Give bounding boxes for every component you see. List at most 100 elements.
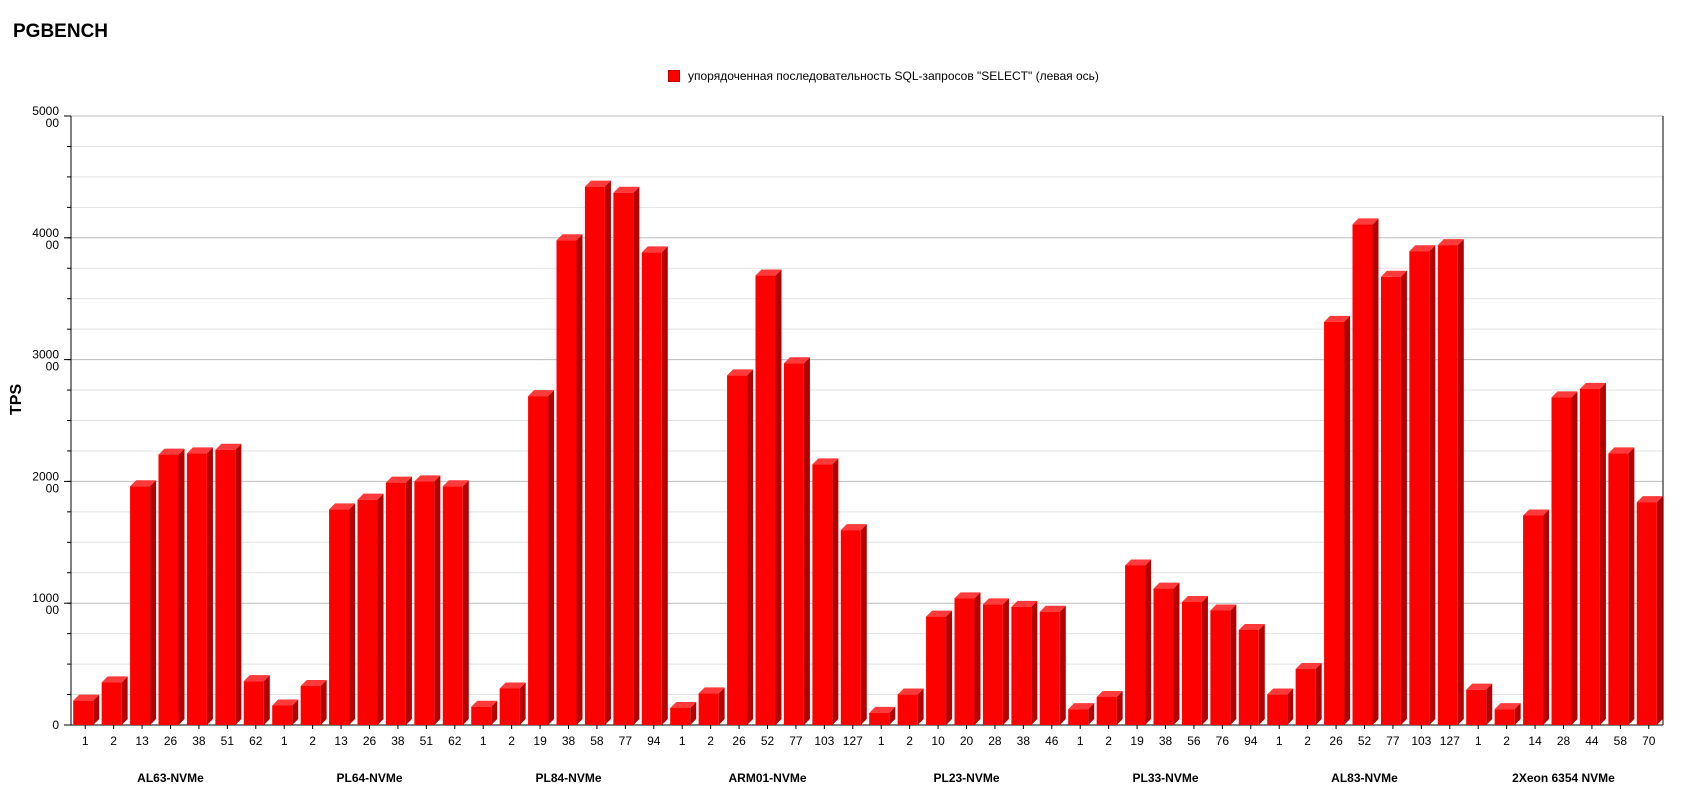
bar bbox=[101, 682, 122, 725]
x-tick-label: 2 bbox=[508, 734, 515, 748]
bar-side bbox=[974, 592, 981, 725]
x-tick-label: 76 bbox=[1216, 734, 1230, 748]
bar-top bbox=[840, 524, 867, 531]
group-label: PL33-NVMe bbox=[1132, 771, 1198, 785]
bar-side bbox=[377, 493, 384, 725]
x-tick-label: 127 bbox=[1440, 734, 1460, 748]
bar bbox=[528, 396, 549, 725]
x-tick-label: 51 bbox=[221, 734, 235, 748]
x-tick-label: 26 bbox=[363, 734, 377, 748]
bar-side bbox=[633, 186, 640, 725]
y-tick-label-cont: 00 bbox=[46, 116, 60, 130]
x-tick-label: 2 bbox=[1503, 734, 1510, 748]
bar-top bbox=[1551, 391, 1578, 398]
bar-side bbox=[1571, 391, 1578, 725]
bar bbox=[812, 464, 833, 725]
x-tick-label: 46 bbox=[1045, 734, 1059, 748]
x-tick-label: 1 bbox=[281, 734, 288, 748]
bar-side bbox=[292, 699, 299, 725]
bar bbox=[1210, 610, 1231, 725]
bar-side bbox=[832, 458, 839, 725]
x-tick-label: 56 bbox=[1187, 734, 1201, 748]
bar-top bbox=[1181, 595, 1208, 602]
bar bbox=[926, 616, 947, 725]
bar-side bbox=[661, 246, 668, 725]
bar-top bbox=[1494, 703, 1521, 710]
x-tick-label: 44 bbox=[1585, 734, 1599, 748]
bar bbox=[1267, 694, 1288, 725]
bar bbox=[670, 707, 691, 725]
x-tick-label: 20 bbox=[960, 734, 974, 748]
bar bbox=[329, 509, 350, 725]
bar-side bbox=[178, 448, 185, 725]
bar-side bbox=[690, 701, 697, 725]
bar-side bbox=[775, 269, 782, 725]
bar-top bbox=[670, 701, 697, 708]
bar-side bbox=[263, 675, 270, 725]
bar-top bbox=[1295, 662, 1322, 669]
bar-side bbox=[1656, 496, 1663, 725]
bar-side bbox=[1116, 690, 1123, 725]
bar-top bbox=[1608, 447, 1635, 454]
x-tick-label: 38 bbox=[192, 734, 206, 748]
bar bbox=[783, 363, 804, 725]
bar-side bbox=[1628, 447, 1635, 725]
bar bbox=[584, 186, 605, 726]
bar bbox=[499, 688, 520, 725]
bar-side bbox=[93, 694, 100, 725]
bar-top bbox=[215, 443, 242, 450]
x-tick-label: 94 bbox=[647, 734, 661, 748]
bar-top bbox=[73, 694, 100, 701]
x-tick-label: 1 bbox=[480, 734, 487, 748]
y-tick-label-cont: 00 bbox=[46, 360, 60, 374]
y-tick-label-cont: 00 bbox=[46, 481, 60, 495]
bar-top bbox=[1153, 582, 1180, 589]
group-label: PL64-NVMe bbox=[336, 771, 402, 785]
bar bbox=[1352, 224, 1373, 726]
bar bbox=[840, 530, 861, 725]
bar bbox=[1636, 502, 1657, 725]
bar bbox=[982, 604, 1003, 725]
x-tick-label: 19 bbox=[533, 734, 547, 748]
bar-top bbox=[584, 180, 611, 187]
x-tick-label: 52 bbox=[1358, 734, 1372, 748]
bar-side bbox=[576, 234, 583, 725]
x-tick-label: 28 bbox=[1557, 734, 1571, 748]
bar-top bbox=[755, 269, 782, 276]
bar-top bbox=[130, 480, 157, 487]
bar bbox=[243, 681, 264, 725]
x-tick-label: 10 bbox=[931, 734, 945, 748]
bar bbox=[897, 694, 918, 725]
bar bbox=[1324, 321, 1345, 725]
bar-top bbox=[414, 475, 441, 482]
bar-side bbox=[604, 180, 611, 726]
group-label: PL84-NVMe bbox=[535, 771, 601, 785]
x-tick-label: 62 bbox=[448, 734, 462, 748]
bar-side bbox=[917, 688, 924, 725]
x-tick-label: 2 bbox=[1304, 734, 1311, 748]
x-tick-label: 1 bbox=[1475, 734, 1482, 748]
x-tick-label: 2 bbox=[707, 734, 714, 748]
chart-title: PGBENCH bbox=[13, 21, 109, 42]
bar-top bbox=[300, 680, 327, 687]
bar-top bbox=[1125, 559, 1152, 566]
x-tick-label: 77 bbox=[789, 734, 803, 748]
bar-top bbox=[272, 699, 299, 706]
x-tick-label: 14 bbox=[1528, 734, 1542, 748]
bar-top bbox=[1636, 496, 1663, 503]
bar bbox=[954, 598, 975, 725]
y-tick-label: 3000 bbox=[32, 348, 59, 362]
bar-side bbox=[747, 369, 754, 725]
x-tick-label: 94 bbox=[1244, 734, 1258, 748]
bar bbox=[1181, 601, 1202, 725]
x-tick-label: 38 bbox=[562, 734, 576, 748]
bar-top bbox=[329, 503, 356, 510]
bar-side bbox=[235, 443, 242, 725]
bar bbox=[1039, 611, 1060, 725]
bar-top bbox=[499, 682, 526, 689]
bar-top bbox=[101, 676, 128, 683]
bar bbox=[1295, 668, 1316, 725]
bar-side bbox=[1599, 382, 1606, 725]
x-tick-label: 2 bbox=[110, 734, 117, 748]
